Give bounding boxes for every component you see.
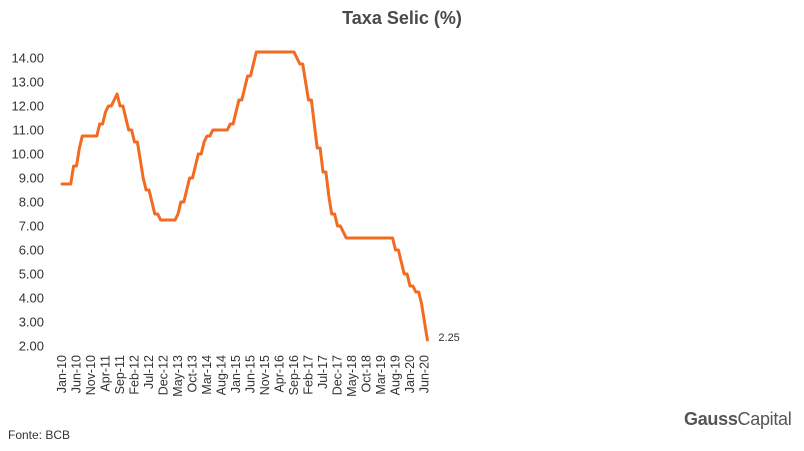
brand-logo: GaussCapital: [684, 409, 792, 430]
brand-logo-bold: Gauss: [684, 409, 738, 429]
y-tick-label: 3.00: [19, 315, 44, 330]
x-tick-label: Apr-16: [273, 355, 287, 393]
x-tick-label: Sep-16: [287, 355, 301, 395]
x-tick-label: Nov-15: [258, 355, 272, 395]
x-tick-label: Jan-10: [55, 355, 69, 393]
source-note: Fonte: BCB: [8, 428, 71, 442]
x-tick-label: May-18: [345, 355, 359, 397]
x-tick-label: Jan-20: [403, 355, 417, 393]
x-tick-label: Aug-19: [389, 355, 403, 395]
x-axis: Jan-10 Jun-10 Nov-10 Apr-11 Sep-11 Feb-12 Jul-…: [55, 355, 432, 397]
y-tick-label: 14.00: [11, 51, 44, 66]
y-tick-label: 11.00: [12, 123, 44, 138]
x-tick-label: Jun-15: [244, 355, 258, 393]
y-axis: 2.00 3.00 4.00 5.00 6.00 7.00 8.00 9.00 10.00 11.…: [11, 51, 44, 354]
x-tick-label: Feb-17: [302, 355, 316, 395]
x-tick-label: Oct-13: [186, 355, 200, 393]
brand-logo-light: Capital: [737, 409, 792, 429]
y-tick-label: 7.00: [19, 219, 44, 234]
x-tick-label: Jun-10: [70, 355, 84, 393]
y-tick-label: 2.00: [19, 339, 44, 354]
x-tick-label: Sep-11: [113, 355, 127, 394]
x-tick-label: Oct-18: [360, 355, 374, 393]
x-tick-label: Jan-15: [229, 355, 243, 393]
chart-title: Taxa Selic (%): [342, 8, 462, 28]
x-tick-label: Apr-11: [99, 355, 113, 392]
x-tick-label: Dec-12: [157, 355, 171, 395]
x-tick-label: Jul-17: [316, 355, 330, 389]
y-tick-label: 13.00: [11, 75, 44, 90]
y-tick-label: 6.00: [19, 243, 44, 258]
x-tick-label: May-13: [171, 355, 185, 397]
end-value-label: 2.25: [438, 332, 459, 344]
y-tick-label: 10.00: [11, 147, 44, 162]
y-tick-label: 4.00: [19, 291, 44, 306]
y-tick-label: 12.00: [11, 99, 44, 114]
x-tick-label: Nov-10: [84, 355, 98, 395]
selic-series-line: [60, 50, 429, 342]
x-tick-label: Feb-12: [128, 355, 142, 395]
x-tick-label: Mar-19: [374, 355, 388, 395]
x-tick-label: Aug-14: [215, 355, 229, 395]
x-tick-label: Jun-20: [418, 355, 432, 393]
x-tick-label: Dec-17: [331, 355, 345, 395]
y-tick-label: 8.00: [19, 195, 44, 210]
plot-area: 2.25: [60, 50, 460, 344]
y-tick-label: 5.00: [19, 267, 44, 282]
x-tick-label: Jul-12: [142, 355, 156, 389]
y-tick-label: 9.00: [19, 171, 44, 186]
x-tick-label: Mar-14: [200, 355, 214, 395]
